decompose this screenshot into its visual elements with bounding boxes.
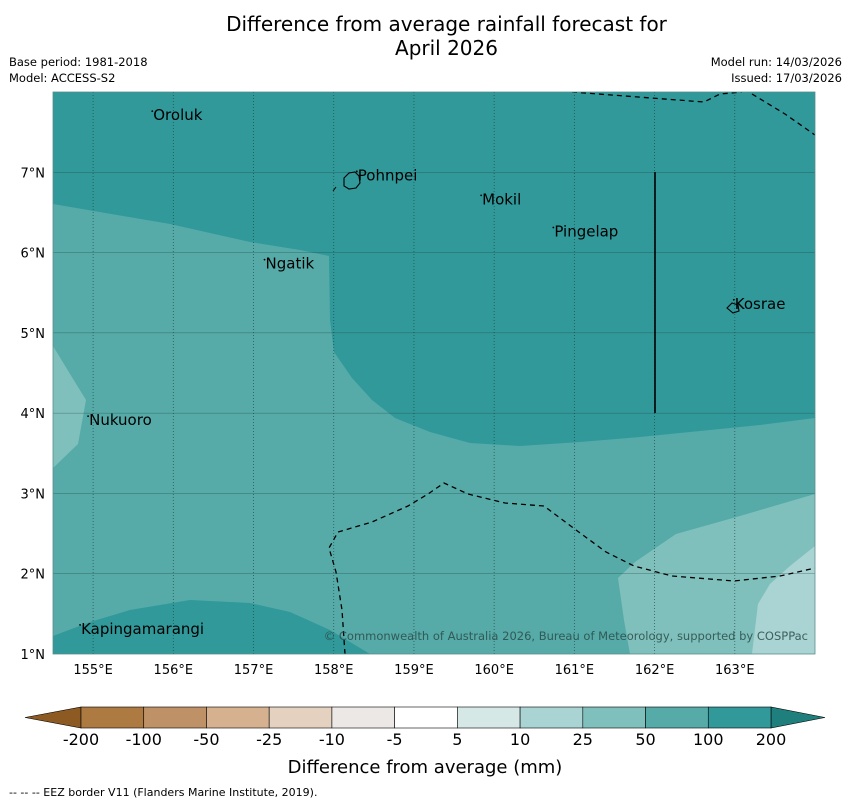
place-labels: Oroluk Pohnpei Mokil Pingelap Ngatik Kosrae Nu… [79, 106, 785, 638]
lat-grid [53, 171, 815, 575]
lat-tick-label: 6°N [21, 247, 46, 262]
colorbar-swatch [707, 706, 772, 729]
colorbar-swatch [206, 706, 270, 729]
pohnpei-islet [332, 186, 337, 192]
lat-axis-labels: 1°N 2°N 3°N 4°N 5°N 6°N 7°N [21, 166, 46, 663]
colorbar-swatch [331, 706, 395, 729]
lat-tick-label: 3°N [21, 487, 46, 502]
map-frame [52, 91, 816, 655]
meta-right: Model run: 14/03/2026 Issued: 17/03/2026 [711, 54, 842, 86]
colorbar-swatch [645, 706, 709, 729]
band-25-50-west [53, 346, 86, 468]
copyright-text: © Commonwealth of Australia 2026, Bureau… [324, 629, 808, 643]
mokil-marker [480, 194, 483, 197]
pingelap-marker [552, 226, 555, 229]
eez-footnote: -- -- -- EEZ border V11 (Flanders Marine… [9, 786, 318, 799]
lat-tick-label: 5°N [21, 327, 46, 342]
colorbar: -200 -100 -50 -25 -10 -5 5 10 25 50 100 200 [24, 706, 826, 749]
colorbar-extend-low [24, 706, 82, 729]
oroluk-label: Oroluk [153, 106, 202, 124]
pohnpei-label: Pohnpei [358, 166, 418, 184]
colorbar-swatch [582, 706, 646, 729]
kapingamarangi-label: Kapingamarangi [81, 620, 204, 638]
lon-tick-label: 162°E [635, 663, 675, 678]
band-10-25-southeast [752, 546, 815, 654]
lat-tick-label: 4°N [21, 407, 46, 422]
map-title: Difference from average rainfall forecas… [0, 12, 850, 60]
colorbar-swatch [394, 706, 458, 729]
colorbar-swatch [519, 706, 584, 729]
lon-tick-label: 156°E [154, 663, 194, 678]
title-line-2: April 2026 [395, 36, 498, 60]
band-100-200-south [53, 600, 370, 654]
colorbar-tick-label: 5 [452, 730, 462, 749]
nukuoro-label: Nukuoro [89, 411, 152, 429]
kosrae-label: Kosrae [735, 295, 786, 313]
colorbar-extend-high [770, 706, 826, 729]
lon-tick-label: 160°E [474, 663, 514, 678]
ngatik-label: Ngatik [266, 255, 315, 273]
lat-tick-label: 1°N [21, 648, 46, 663]
colorbar-tick-label: -50 [193, 730, 219, 749]
nukuoro-marker [87, 415, 89, 418]
colorbar-tick-label: -100 [126, 730, 162, 749]
base-period-text: Base period: 1981-2018 [9, 55, 148, 69]
colorbar-tick-label: 100 [693, 730, 724, 749]
lon-tick-label: 163°E [715, 663, 755, 678]
map-panel: Oroluk Pohnpei Mokil Pingelap Ngatik Kosrae Nu… [53, 92, 815, 654]
pohnpei-island [343, 171, 361, 190]
meta-left: Base period: 1981-2018 Model: ACCESS-S2 [9, 54, 148, 86]
colorbar-tick-label: -10 [319, 730, 345, 749]
pingelap-label: Pingelap [554, 223, 618, 241]
title-line-1: Difference from average rainfall forecas… [226, 12, 667, 36]
model-run-text: Model run: 14/03/2026 [710, 55, 842, 69]
colorbar-swatch [143, 706, 207, 729]
colorbar-tick-label: -200 [63, 730, 99, 749]
oroluk-marker [151, 110, 154, 112]
colorbar-swatch [457, 706, 521, 729]
lon-axis-labels: 155°E 156°E 157°E 158°E 159°E 160°E 161°E 162°E… [73, 663, 754, 678]
kosrae-marker [732, 298, 735, 301]
colorbar-swatch [268, 706, 333, 729]
pohnpei-marker [355, 170, 358, 173]
band-100-200-north [53, 92, 815, 446]
lon-tick-label: 161°E [555, 663, 595, 678]
lat-tick-label: 7°N [21, 166, 46, 181]
colorbar-swatch [80, 706, 145, 729]
lon-tick-label: 157°E [234, 663, 274, 678]
lat-tick-label: 2°N [21, 568, 46, 583]
lon-tick-label: 158°E [314, 663, 354, 678]
colorbar-tick-label: 200 [756, 730, 787, 749]
kapingamarangi-marker [79, 624, 81, 626]
lon-tick-label: 155°E [73, 663, 113, 678]
lon-grid [92, 92, 736, 654]
colorbar-tick-label: -25 [256, 730, 282, 749]
colorbar-tick-label: -5 [387, 730, 403, 749]
issued-text: Issued: 17/03/2026 [731, 71, 842, 85]
ngatik-marker [263, 258, 266, 261]
eez-border-north [571, 92, 743, 103]
kosrae-island [726, 302, 740, 314]
eez-border-northeast [751, 93, 815, 136]
model-text: Model: ACCESS-S2 [9, 71, 116, 85]
lon-tick-label: 159°E [394, 663, 434, 678]
colorbar-tick-label: 25 [573, 730, 593, 749]
colorbar-tick-label: 10 [510, 730, 530, 749]
colorbar-label: Difference from average (mm) [288, 757, 563, 778]
colorbar-tick-label: 50 [635, 730, 655, 749]
eez-borders [328, 92, 815, 654]
mokil-label: Mokil [482, 190, 521, 208]
